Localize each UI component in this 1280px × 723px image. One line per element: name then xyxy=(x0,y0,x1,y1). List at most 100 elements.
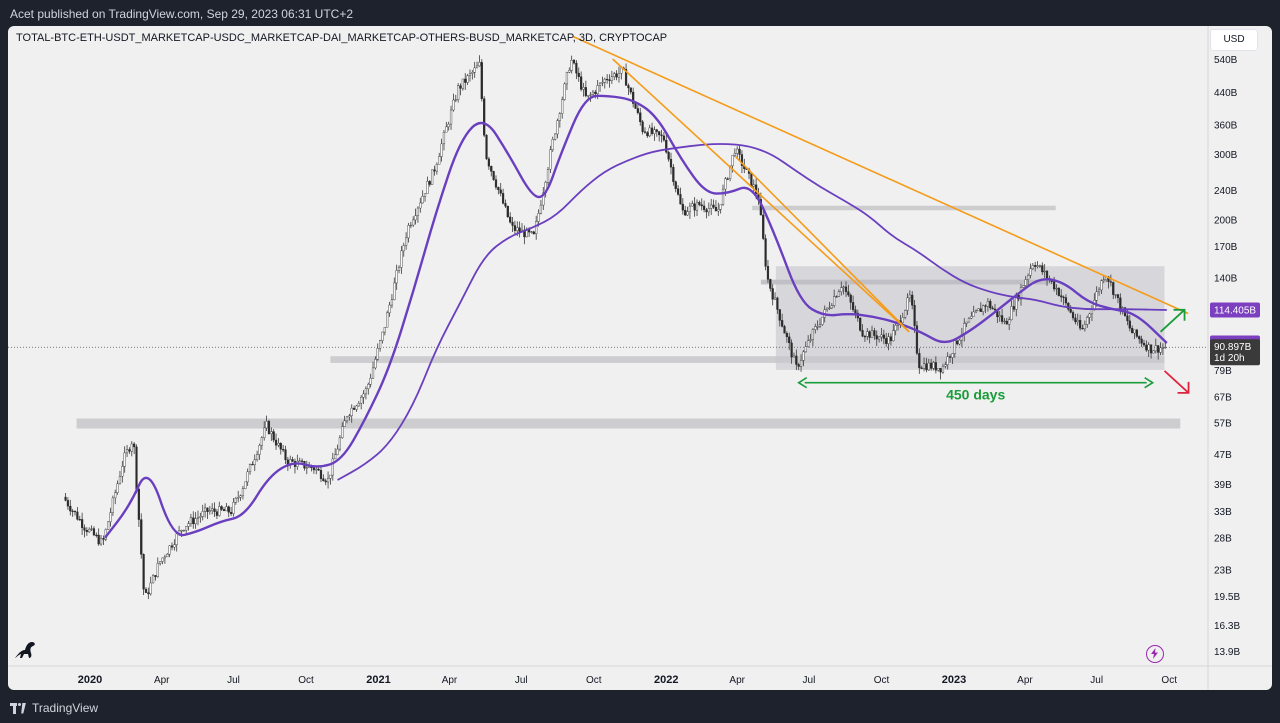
candle-body-218 xyxy=(580,76,583,90)
candle-body-286 xyxy=(740,154,744,166)
candle-body-377 xyxy=(956,340,959,345)
candle-body-156 xyxy=(433,169,436,172)
candle-body-276 xyxy=(717,209,720,212)
candle-body-248 xyxy=(650,127,654,134)
publish-bar: Acet published on TradingView.com, Sep 2… xyxy=(0,0,1280,26)
candle-body-400 xyxy=(1010,306,1013,320)
dinosaur-icon[interactable] xyxy=(12,636,38,662)
candle-body-180 xyxy=(490,166,493,172)
candle-body-298 xyxy=(769,279,772,289)
candle-body-60 xyxy=(206,507,209,512)
candle-body-118 xyxy=(343,420,346,427)
candle-body-411 xyxy=(1036,265,1039,267)
candle-body-443 xyxy=(1112,282,1115,295)
candle-body-452 xyxy=(1133,329,1136,334)
candle-body-107 xyxy=(317,468,320,471)
candle-body-241 xyxy=(634,103,637,109)
candle-body-375 xyxy=(951,353,954,358)
y-tick-label: 200B xyxy=(1214,216,1238,227)
zone-2 xyxy=(76,418,1181,429)
candle-body-232 xyxy=(613,73,616,77)
currency-button[interactable]: USD xyxy=(1210,29,1258,51)
lightning-icon[interactable] xyxy=(1146,645,1164,663)
candle-body-368 xyxy=(934,362,937,371)
candle-body-330 xyxy=(844,286,848,292)
candle-body-296 xyxy=(764,238,767,267)
candle-body-432 xyxy=(1086,317,1089,325)
candle-body-128 xyxy=(367,384,370,390)
candle-body-357 xyxy=(908,294,911,299)
candle-body-130 xyxy=(371,367,375,379)
trendline-0 xyxy=(572,35,1189,315)
candle-body-410 xyxy=(1034,265,1037,267)
chart-panel[interactable]: 450 days 540B 440B 360B 300B 240B 200B 170B 140B… xyxy=(8,26,1272,690)
up-arrow-line xyxy=(1159,309,1186,333)
candle-body-127 xyxy=(364,388,368,395)
candle-body-421 xyxy=(1060,295,1063,298)
candle-body-157 xyxy=(435,164,438,172)
candle-body-259 xyxy=(676,188,680,195)
candle-body-389 xyxy=(984,305,987,307)
price-chart[interactable]: 450 days 540B 440B 360B 300B 240B 200B 170B 140B… xyxy=(8,26,1272,690)
candle-body-92 xyxy=(282,449,285,451)
tradingview-logo[interactable]: TradingView xyxy=(10,701,98,715)
candle-body-120 xyxy=(348,415,351,418)
x-tick-label: 2022 xyxy=(654,674,678,686)
candle-body-385 xyxy=(974,310,978,313)
candle-body-262 xyxy=(684,209,687,216)
candle-body-187 xyxy=(506,205,509,218)
candle-body-304 xyxy=(783,326,786,334)
candle-body-1 xyxy=(66,500,70,507)
candle-body-392 xyxy=(991,307,994,310)
candle-body-123 xyxy=(355,405,358,410)
candle-body-211 xyxy=(563,83,566,100)
price-badge-sub-2: 1d 20h xyxy=(1214,353,1245,364)
candle-body-121 xyxy=(350,407,353,416)
candle-body-390 xyxy=(986,301,989,307)
candle-body-301 xyxy=(776,297,779,310)
candle-body-268 xyxy=(698,201,701,205)
candle-body-202 xyxy=(542,192,545,206)
candle-body-397 xyxy=(1003,320,1006,323)
candle-body-73 xyxy=(237,497,240,499)
candle-body-328 xyxy=(840,287,843,292)
x-tick-label: 2023 xyxy=(942,674,966,686)
candle-body-71 xyxy=(232,502,235,514)
candle-body-23 xyxy=(118,476,122,484)
candle-body-87 xyxy=(270,431,273,434)
candle-body-7 xyxy=(81,519,84,528)
candle-body-360 xyxy=(915,325,919,354)
candle-body-225 xyxy=(596,85,599,94)
candle-body-190 xyxy=(513,225,517,231)
candle-body-227 xyxy=(601,82,604,84)
candle-body-246 xyxy=(646,132,649,137)
candle-body-134 xyxy=(381,331,384,341)
candle-body-235 xyxy=(620,67,623,74)
candle-body-332 xyxy=(849,294,852,303)
candle-body-170 xyxy=(466,75,469,83)
x-tick-label: Jul xyxy=(803,675,816,686)
candle-body-255 xyxy=(667,151,670,160)
zone-4 xyxy=(760,279,1052,285)
candle-body-139 xyxy=(393,282,396,300)
candle-body-316 xyxy=(811,329,814,340)
candle-body-275 xyxy=(714,206,718,212)
candle-body-228 xyxy=(603,78,606,83)
candle-body-406 xyxy=(1024,279,1027,286)
price-badge-0 xyxy=(1210,302,1260,318)
candle-body-444 xyxy=(1114,294,1117,296)
candle-body-2 xyxy=(69,505,72,512)
candle-body-146 xyxy=(409,224,412,227)
candle-body-213 xyxy=(568,70,571,73)
candle-body-62 xyxy=(211,508,214,511)
candle-body-144 xyxy=(405,237,408,246)
y-tick-label: 67B xyxy=(1214,393,1232,404)
candle-body-341 xyxy=(870,330,874,338)
candle-body-323 xyxy=(828,307,831,309)
candle-body-175 xyxy=(478,62,481,67)
candle-body-153 xyxy=(426,181,429,194)
y-tick-label: 440B xyxy=(1214,88,1238,99)
candle-body-122 xyxy=(352,407,356,410)
candle-body-278 xyxy=(721,188,725,205)
candle-body-339 xyxy=(866,331,869,337)
